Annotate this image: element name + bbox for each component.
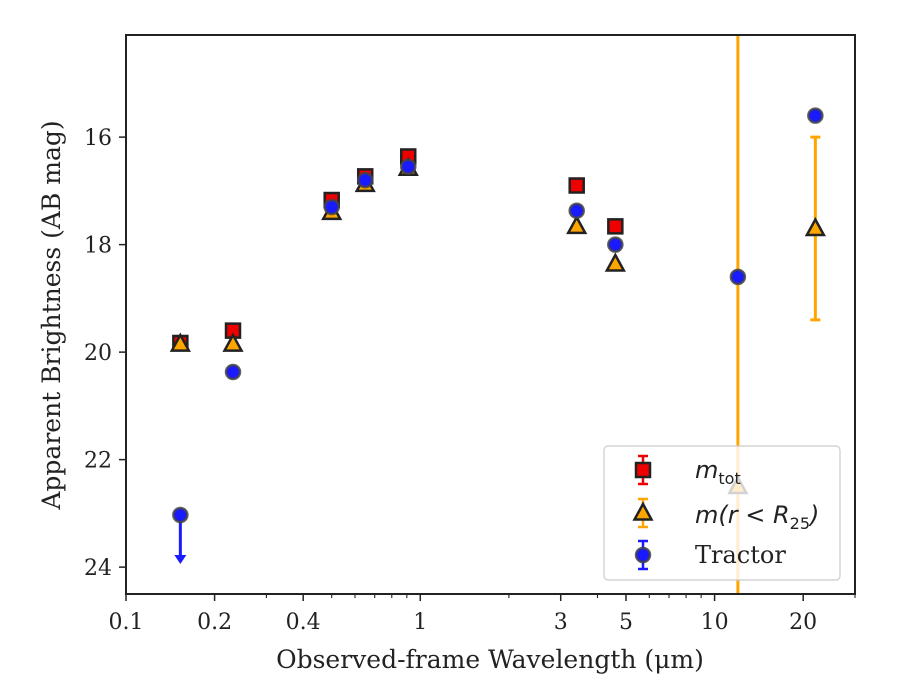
mr25-point — [222, 332, 244, 352]
x-tick-label: 1 — [413, 610, 427, 635]
tractor-point — [729, 268, 747, 286]
tractor-point — [607, 236, 624, 253]
x-tick-label: 0.4 — [286, 610, 321, 635]
legend-label-mr25: m(r < R25) — [695, 501, 819, 533]
x-axis-label: Observed-frame Wavelength (μm) — [276, 645, 704, 674]
mr25-point — [566, 214, 588, 235]
legend-marker-mr25 — [632, 501, 654, 521]
y-tick-label: 16 — [84, 126, 112, 151]
legend-label-mtot: mtot — [695, 456, 741, 488]
tractor-upper-limit-arrow — [174, 554, 187, 564]
y-tick-label: 24 — [84, 556, 112, 581]
legend-marker-mtot — [634, 461, 652, 479]
y-tick-label: 22 — [84, 449, 112, 474]
x-tick-label: 0.2 — [197, 610, 232, 635]
mtot-point — [568, 177, 585, 194]
y-tick-label: 18 — [84, 234, 112, 259]
mtot-point — [607, 218, 624, 235]
mr25-point — [604, 252, 626, 272]
legend-markers — [632, 454, 654, 571]
legend-frame — [603, 445, 841, 581]
plot-frame — [125, 34, 856, 595]
x-tick-label: 5 — [619, 610, 633, 635]
legend: mtot m(r < R25) Tractor — [603, 445, 841, 581]
x-tick-label: 20 — [789, 610, 817, 635]
x-axis-ticks: 0.1 0.2 0.4 1 3 5 10 20 — [109, 594, 856, 635]
plot-content — [169, 35, 826, 594]
tractor-point — [568, 202, 585, 220]
y-tick-label: 20 — [84, 341, 112, 366]
tractor-point — [807, 107, 824, 124]
legend-label-tractor: Tractor — [695, 541, 786, 569]
legend-marker-tractor — [634, 546, 652, 564]
y-axis-ticks: 16 18 20 22 24 — [84, 126, 126, 581]
tractor-point — [323, 198, 340, 216]
tractor-point — [224, 363, 242, 381]
tractor-point — [172, 506, 189, 524]
x-tick-label: 10 — [701, 610, 729, 635]
tractor-point — [399, 158, 417, 175]
mr25-point — [804, 216, 826, 237]
mr25-point — [169, 332, 191, 352]
x-tick-label: 0.1 — [109, 610, 144, 635]
tractor-point — [356, 171, 374, 189]
x-tick-label: 3 — [554, 610, 568, 635]
y-axis-label: Apparent Brightness (AB mag) — [37, 120, 66, 510]
